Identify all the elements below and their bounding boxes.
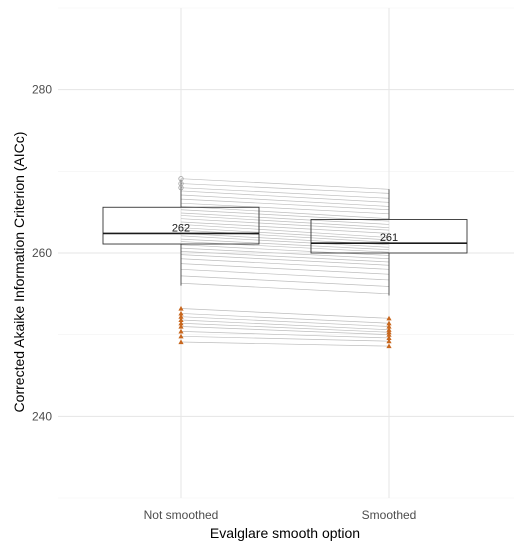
pair-line: [180, 212, 390, 225]
pair-line: [180, 202, 390, 215]
pair-line: [180, 221, 390, 234]
outlier-pair-line: [180, 313, 390, 324]
pair-line: [180, 194, 390, 207]
outlier-pair-line: [180, 308, 390, 319]
pair-line: [180, 215, 390, 229]
pair-line: [180, 258, 390, 270]
triangle-point: [386, 315, 392, 321]
triangle-point: [178, 333, 184, 339]
pair-line: [180, 238, 390, 251]
triangle-point: [178, 317, 184, 323]
pair-line: [180, 183, 390, 194]
pair-line: [180, 247, 390, 260]
median-label: 262: [172, 222, 190, 234]
outlier-pair-line: [180, 319, 390, 331]
outlier-pair-line: [180, 316, 390, 327]
triangle-point: [386, 320, 392, 326]
outlier-pair-line: [180, 341, 390, 347]
x-tick-label: Smoothed: [362, 508, 417, 522]
pair-line: [180, 244, 390, 256]
triangle-point: [386, 332, 392, 337]
triangle-point: [178, 323, 184, 329]
outlier-pair-line: [180, 322, 390, 333]
outlier-pair-line: [180, 331, 390, 339]
pair-line: [180, 275, 390, 287]
triangle-point: [178, 314, 184, 319]
pair-line: [180, 229, 390, 243]
paired-lines: [180, 178, 390, 347]
x-tick-label: Not smoothed: [144, 508, 219, 522]
pair-line: [180, 187, 390, 199]
y-tick-label: 260: [32, 246, 52, 260]
y-axis-title: Corrected Akaike Information Criterion (…: [11, 132, 27, 413]
triangle-point: [386, 329, 392, 335]
outlier-pair-line: [180, 326, 390, 336]
triangle-point: [178, 310, 184, 316]
triangle-point: [386, 335, 392, 341]
triangle-point: [178, 339, 184, 345]
outlier-pair-line: [180, 335, 390, 342]
triangle-point: [178, 320, 184, 326]
pair-line: [180, 263, 390, 275]
hollow-point: [178, 176, 184, 182]
y-tick-label: 240: [32, 409, 52, 423]
triangle-point: [386, 343, 392, 349]
boxes: 262 261: [102, 179, 468, 296]
box: [310, 219, 468, 254]
y-tick-label: 280: [32, 83, 52, 97]
tick-labels: 240 260 280 Not smoothed Smoothed: [32, 83, 416, 522]
pair-line: [180, 178, 390, 190]
x-axis-title: Evalglare smooth option: [210, 525, 360, 541]
triangle-point: [386, 323, 392, 329]
pair-line: [180, 282, 390, 295]
pair-line: [180, 254, 390, 266]
pair-line: [180, 206, 390, 220]
pair-line: [180, 235, 390, 248]
pair-line: [180, 227, 390, 241]
median-label: 261: [380, 232, 398, 244]
pair-line: [180, 218, 390, 231]
pair-line: [180, 190, 390, 203]
pair-line: [180, 224, 390, 238]
hollow-point: [178, 185, 184, 191]
triangle-point: [178, 305, 184, 311]
markers: [178, 176, 392, 349]
triangle-point: [386, 327, 392, 332]
triangle-point: [386, 338, 392, 344]
pair-line: [180, 268, 390, 281]
pair-line: [180, 251, 390, 263]
triangle-point: [178, 328, 184, 334]
box: [102, 206, 260, 245]
pair-line: [180, 241, 390, 253]
pair-line: [180, 198, 390, 211]
